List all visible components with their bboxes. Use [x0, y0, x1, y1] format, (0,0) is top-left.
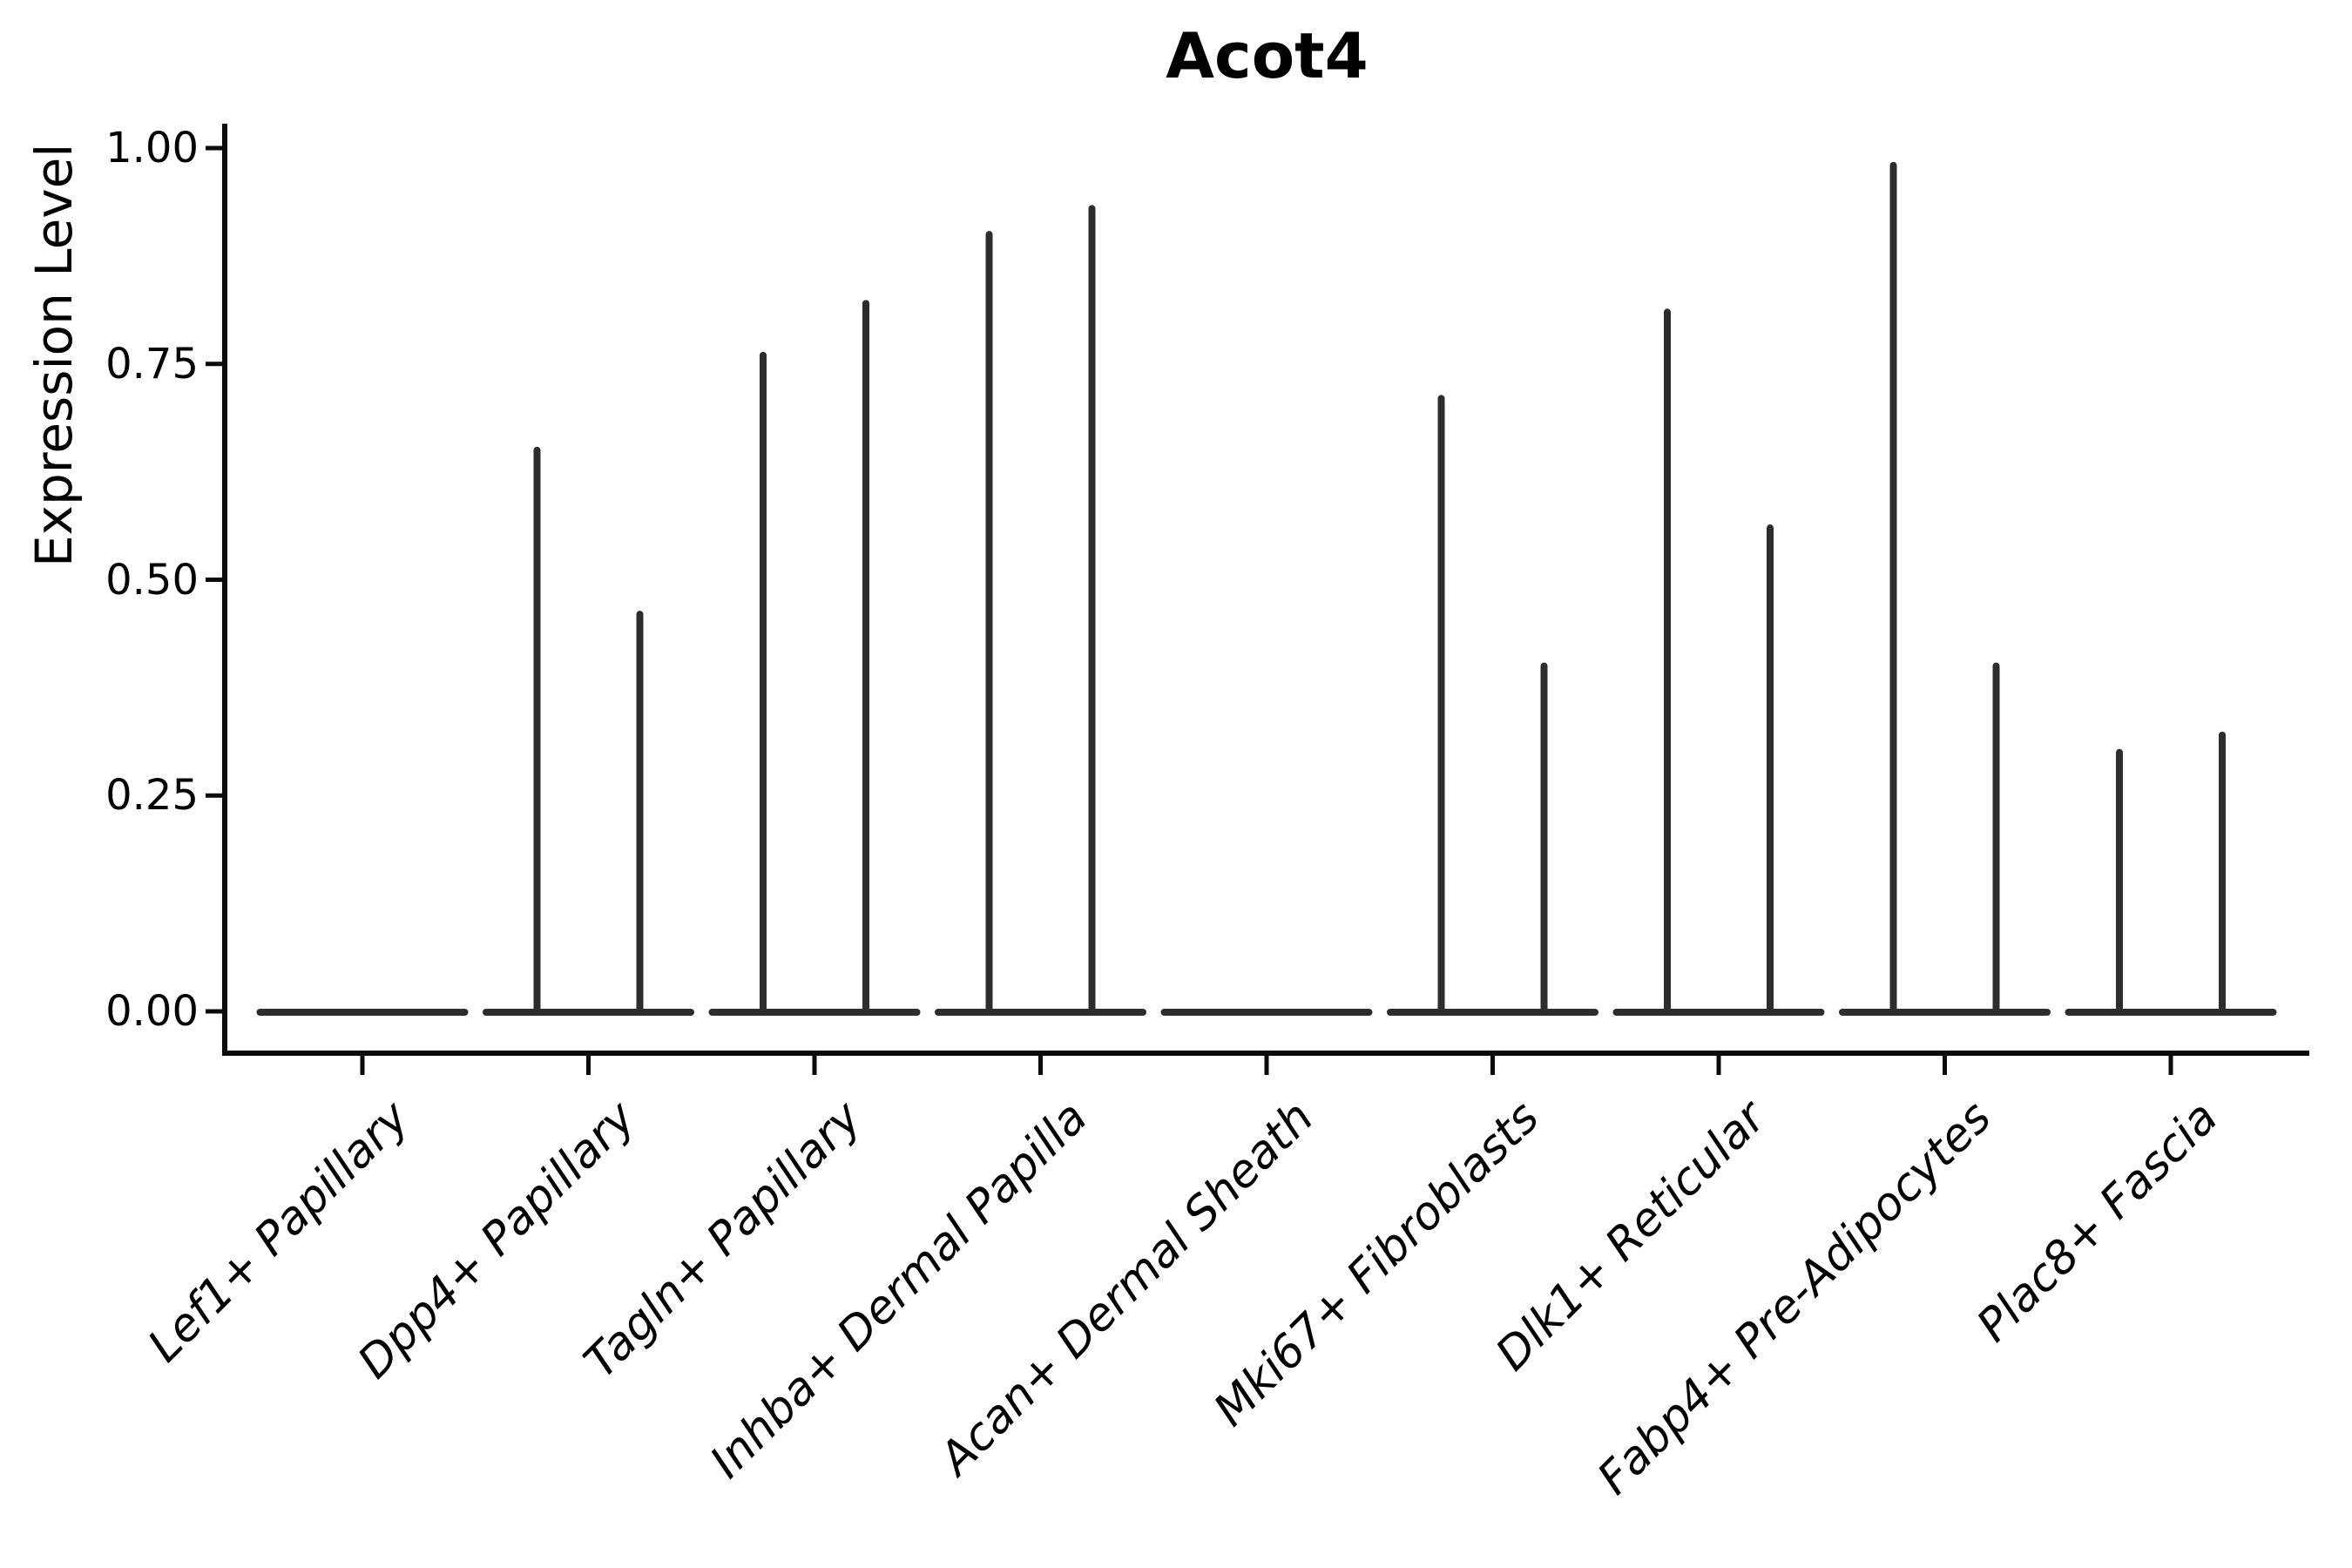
y-tick-label: 0.75	[105, 339, 199, 389]
y-tick-label: 1.00	[105, 124, 199, 172]
y-tick-label: 0.50	[105, 555, 199, 605]
chart-title: Acot4	[1166, 19, 1369, 92]
y-tick-label: 0.00	[105, 987, 199, 1036]
y-tick-label: 0.25	[105, 771, 199, 821]
